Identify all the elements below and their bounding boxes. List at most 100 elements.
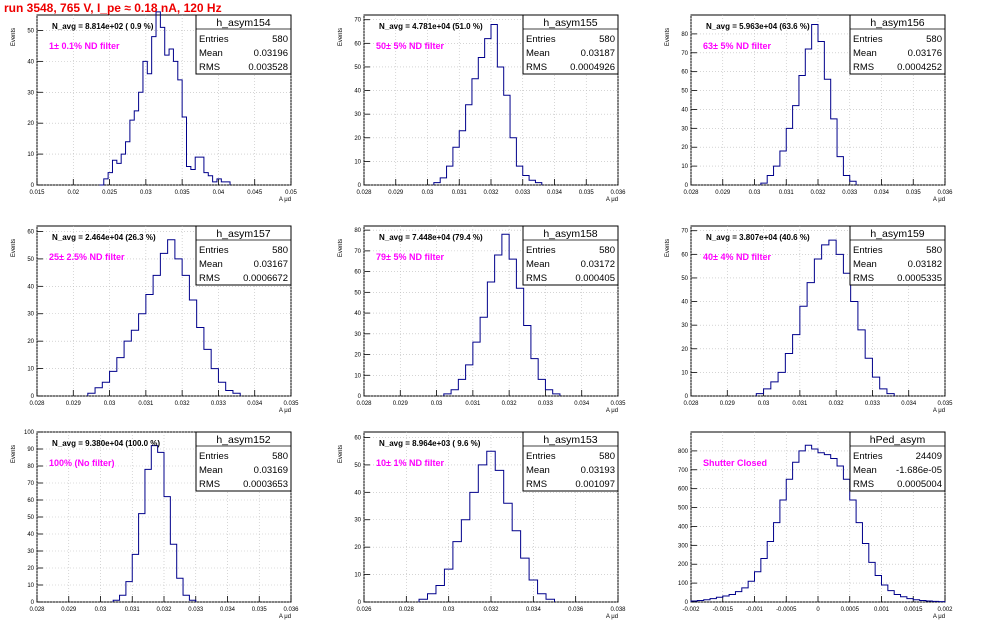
stats-row-label: Entries bbox=[526, 451, 556, 462]
y-tick-label: 70 bbox=[354, 18, 361, 24]
x-tick-label: 0.03 bbox=[749, 190, 761, 196]
histogram-line bbox=[690, 444, 946, 603]
y-tick-label: 70 bbox=[27, 481, 34, 487]
y-tick-label: 0 bbox=[358, 600, 362, 606]
x-tick-label: 0.033 bbox=[211, 401, 227, 407]
y-tick-label: 60 bbox=[681, 70, 688, 76]
stats-row-value: 0.0005004 bbox=[897, 479, 942, 490]
stats-box bbox=[522, 14, 619, 75]
x-tick-label: -0.0005 bbox=[776, 607, 797, 613]
x-tick-label: 0.035 bbox=[175, 190, 191, 196]
x-tick-label: 0.035 bbox=[283, 401, 299, 407]
x-tick-label: 0.032 bbox=[829, 401, 845, 407]
x-tick-label: 0.031 bbox=[779, 190, 795, 196]
y-axis-label: Events bbox=[338, 239, 344, 257]
stats-row-value: 580 bbox=[272, 451, 288, 462]
stats-row-value: 0.03182 bbox=[908, 259, 942, 270]
stats-row-label: Mean bbox=[199, 465, 223, 476]
y-tick-label: 50 bbox=[354, 65, 361, 71]
x-tick-label: 0.03 bbox=[443, 607, 455, 613]
x-tick-label: 0.029 bbox=[720, 401, 736, 407]
y-tick-label: 50 bbox=[681, 276, 688, 282]
filter-annotation: 10± 1% ND filter bbox=[376, 458, 444, 468]
stats-row-value: 580 bbox=[272, 245, 288, 256]
stats-row-label: RMS bbox=[199, 479, 220, 490]
stats-title: h_asym155 bbox=[543, 17, 597, 29]
y-tick-label: 10 bbox=[354, 373, 361, 379]
navg-label: N_avg = 3.807e+04 (40.6 %) bbox=[706, 233, 810, 242]
stats-row-label: Entries bbox=[853, 245, 883, 256]
histogram-line bbox=[112, 445, 197, 602]
y-tick-label: 80 bbox=[681, 32, 688, 38]
x-tick-label: 0.031 bbox=[465, 401, 481, 407]
y-tick-label: 0 bbox=[358, 183, 362, 189]
x-tick-label: 0.034 bbox=[901, 401, 917, 407]
stats-row-label: Entries bbox=[199, 245, 229, 256]
y-tick-label: 20 bbox=[27, 121, 34, 127]
x-tick-label: 0.028 bbox=[356, 401, 372, 407]
y-tick-label: 30 bbox=[27, 549, 34, 555]
stats-row-label: Mean bbox=[853, 259, 877, 270]
y-tick-label: 200 bbox=[678, 562, 689, 568]
histogram-line bbox=[87, 239, 241, 396]
x-axis-label: A μd bbox=[279, 614, 291, 620]
stats-row-label: RMS bbox=[853, 479, 874, 490]
y-tick-label: 70 bbox=[681, 51, 688, 57]
histogram-line bbox=[755, 239, 895, 396]
y-tick-label: 60 bbox=[27, 229, 34, 235]
stats-row-value: 0.001097 bbox=[575, 479, 615, 490]
stats-title: h_asym152 bbox=[216, 434, 270, 446]
y-tick-label: 500 bbox=[678, 506, 689, 512]
stats-row-value: 0.03193 bbox=[581, 465, 615, 476]
stats-box bbox=[195, 431, 292, 492]
x-tick-label: 0.028 bbox=[29, 607, 45, 613]
y-tick-label: 70 bbox=[354, 249, 361, 255]
x-tick-label: 0.032 bbox=[502, 401, 518, 407]
y-tick-label: 0 bbox=[31, 183, 35, 189]
stats-title: h_asym156 bbox=[870, 17, 924, 29]
y-tick-label: 50 bbox=[681, 89, 688, 95]
y-tick-label: 20 bbox=[354, 545, 361, 551]
x-tick-label: 0.028 bbox=[29, 401, 45, 407]
x-axis-label: A μd bbox=[933, 197, 945, 203]
x-tick-label: 0.032 bbox=[483, 607, 499, 613]
navg-label: N_avg = 8.814e+02 ( 0.9 %) bbox=[52, 22, 154, 31]
stats-row-label: RMS bbox=[526, 273, 547, 284]
stats-row-label: Entries bbox=[526, 245, 556, 256]
histogram-line bbox=[760, 23, 857, 185]
x-tick-label: 0.029 bbox=[393, 401, 409, 407]
y-tick-label: 50 bbox=[27, 515, 34, 521]
y-tick-label: 60 bbox=[354, 270, 361, 276]
x-tick-label: 0.028 bbox=[683, 401, 699, 407]
x-tick-label: 0.015 bbox=[29, 190, 45, 196]
x-axis-label: A μd bbox=[606, 408, 618, 414]
x-tick-label: 0.034 bbox=[874, 190, 890, 196]
x-tick-label: 0.033 bbox=[515, 190, 531, 196]
stats-row-label: Mean bbox=[526, 465, 550, 476]
y-tick-label: 10 bbox=[27, 152, 34, 158]
y-tick-label: 20 bbox=[681, 145, 688, 151]
x-tick-label: 0.034 bbox=[574, 401, 590, 407]
stats-title: h_asym158 bbox=[543, 228, 597, 240]
x-tick-label: 0.001 bbox=[874, 607, 890, 613]
stats-row-value: 0.03167 bbox=[254, 259, 288, 270]
y-tick-label: 40 bbox=[27, 59, 34, 65]
stats-row-value: 580 bbox=[272, 34, 288, 45]
stats-row-value: 0.0004252 bbox=[897, 62, 942, 73]
x-tick-label: -0.001 bbox=[746, 607, 764, 613]
stats-row-value: 0.0006672 bbox=[243, 273, 288, 284]
x-tick-label: 0.036 bbox=[283, 607, 299, 613]
x-tick-label: 0.029 bbox=[61, 607, 77, 613]
y-tick-label: 10 bbox=[681, 164, 688, 170]
x-tick-label: 0.03 bbox=[140, 190, 152, 196]
stats-row-label: RMS bbox=[199, 273, 220, 284]
stats-title: h_asym157 bbox=[216, 228, 270, 240]
stats-row-value: 0.003528 bbox=[248, 62, 288, 73]
y-tick-label: 40 bbox=[681, 300, 688, 306]
stats-row-value: 580 bbox=[599, 451, 615, 462]
x-tick-label: 0.03 bbox=[95, 607, 107, 613]
stats-row-label: Entries bbox=[526, 34, 556, 45]
x-tick-label: 0.032 bbox=[175, 401, 191, 407]
x-tick-label: 0.03 bbox=[104, 401, 116, 407]
